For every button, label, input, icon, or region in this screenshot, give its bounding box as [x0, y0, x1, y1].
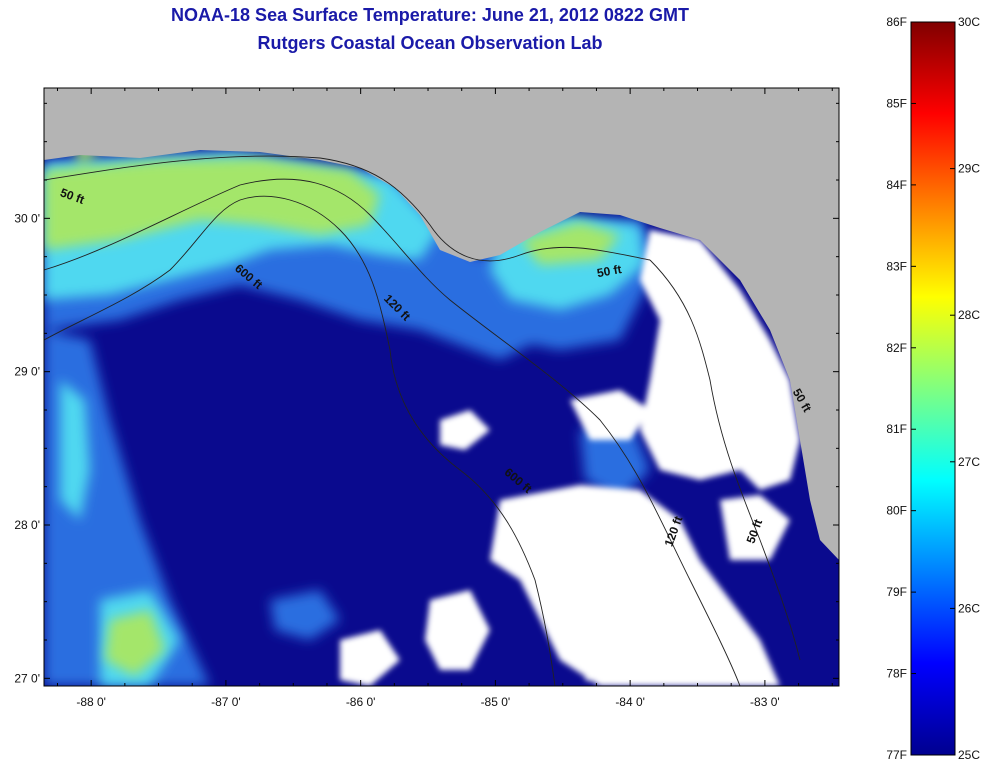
- colorbar-f-label: 86F: [886, 15, 907, 29]
- colorbar: [910, 21, 956, 756]
- cloud-cover: [340, 230, 800, 686]
- latitude-axis: 30 0' 29 0' 28 0' 27 0': [14, 102, 839, 685]
- map-frame: [43, 87, 840, 687]
- colorbar-c-label: 29C: [958, 162, 980, 176]
- lon-tick-label: -85 0': [481, 695, 511, 709]
- colorbar-f-label: 83F: [886, 259, 907, 273]
- colorbar-f-label: 81F: [886, 422, 907, 436]
- isobath-contours: [44, 155, 801, 686]
- contour-50ft-east: [649, 259, 801, 661]
- colorbar-c-label: 30C: [958, 15, 980, 29]
- map-subtitle: Rutgers Coastal Ocean Observation Lab: [257, 33, 603, 53]
- contour-label: 50 ft: [596, 262, 623, 280]
- map-title: NOAA-18 Sea Surface Temperature: June 21…: [171, 5, 689, 25]
- lon-tick-label: -86 0': [346, 695, 376, 709]
- colorbar-f-label: 79F: [886, 585, 907, 599]
- colorbar-f-label: 78F: [886, 667, 907, 681]
- colorbar-c-label: 26C: [958, 601, 980, 615]
- colorbar-fahrenheit-labels: 86F 85F 84F 83F 82F 81F 80F 79F 78F 77F: [886, 15, 916, 762]
- colorbar-c-label: 28C: [958, 308, 980, 322]
- land-mass: [44, 88, 839, 560]
- lon-tick-label: -83 0': [750, 695, 780, 709]
- colorbar-c-label: 25C: [958, 748, 980, 762]
- colorbar-f-label: 84F: [886, 178, 907, 192]
- contour-50ft-north: [44, 155, 651, 262]
- colorbar-f-label: 77F: [886, 748, 907, 762]
- northern-coastline-land: [44, 88, 839, 560]
- contour-600ft: [44, 195, 556, 686]
- peninsula-land: [790, 380, 839, 500]
- colorbar-celsius-labels: 30C 29C 28C 27C 26C 25C: [950, 15, 980, 762]
- lon-tick-label: -88 0': [76, 695, 106, 709]
- colorbar-f-label: 85F: [886, 96, 907, 110]
- colorbar-f-label: 82F: [886, 341, 907, 355]
- lon-tick-label: -84 0': [615, 695, 645, 709]
- lat-tick-label: 29 0': [14, 365, 40, 379]
- contour-120ft: [44, 178, 741, 686]
- lat-tick-label: 28 0': [14, 518, 40, 532]
- lon-tick-label: -87 0': [211, 695, 241, 709]
- lat-tick-label: 30 0': [14, 211, 40, 225]
- colorbar-c-label: 27C: [958, 455, 980, 469]
- longitude-axis: -88 0' -87 0' -86 0' -85 0' -84 0' -83 0': [56, 88, 833, 709]
- colorbar-f-label: 80F: [886, 504, 907, 518]
- lat-tick-label: 27 0': [14, 671, 40, 685]
